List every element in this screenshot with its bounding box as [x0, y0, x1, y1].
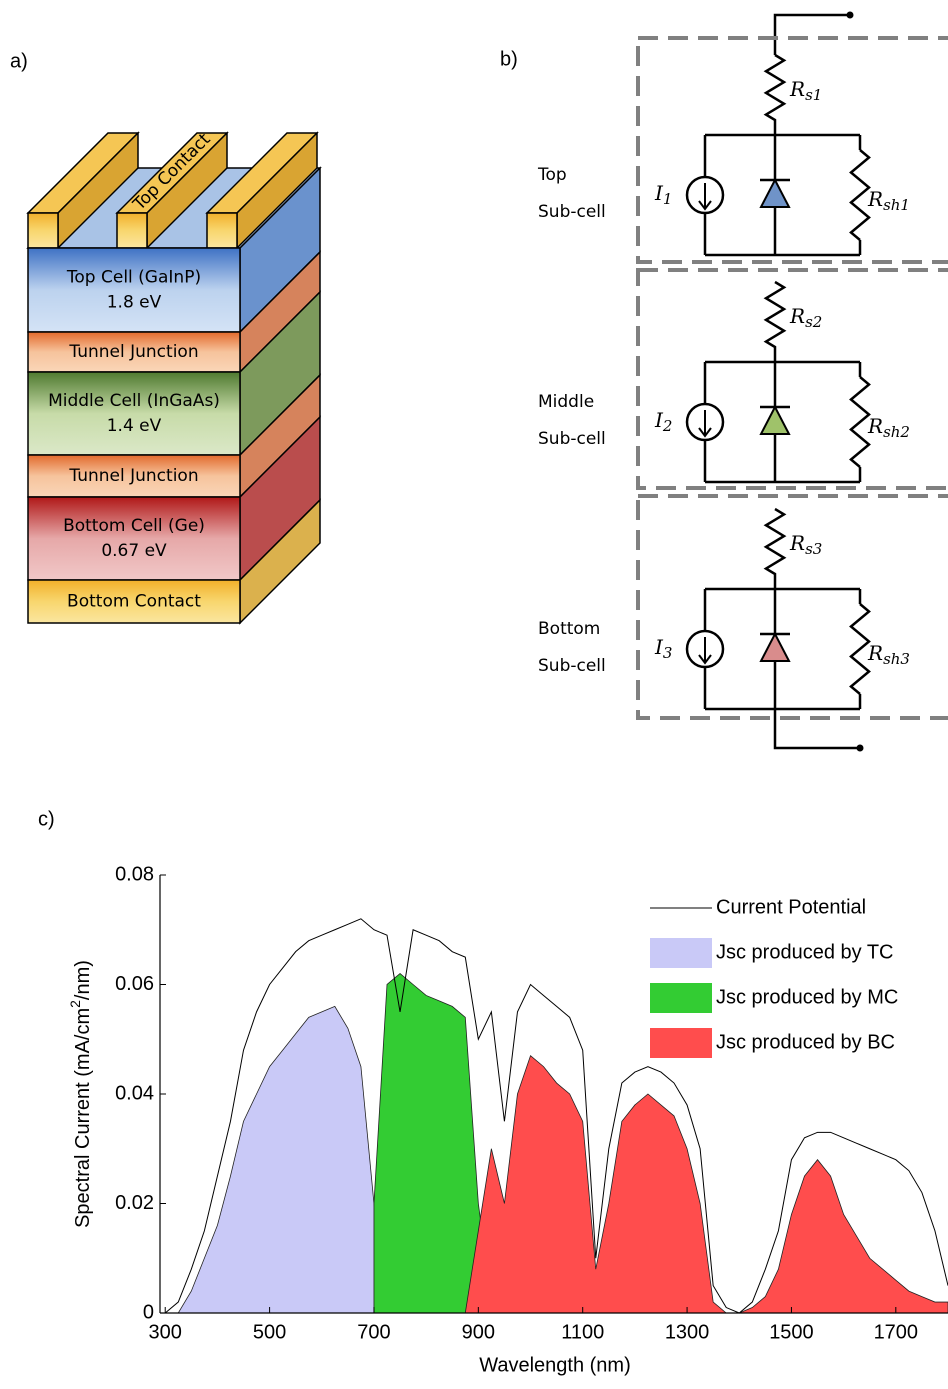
layer-label: Middle Cell (InGaAs): [48, 391, 220, 411]
panel-label: c): [38, 808, 55, 830]
layer-label: 0.67 eV: [101, 541, 167, 561]
symbol-main: R: [867, 187, 883, 211]
figure: a) b) c) Top ContactTop Cell (GaInP)1.8 …: [0, 0, 948, 1389]
symbol-main: R: [789, 531, 805, 555]
symbol: Rsh3: [867, 641, 910, 669]
subcell-name: Sub-cell: [538, 656, 606, 676]
diode: [761, 407, 789, 434]
area: [465, 1056, 948, 1313]
x-tick-label: 1500: [769, 1321, 814, 1343]
y-title-sup: 2: [67, 1000, 83, 1008]
y-tick-label: 0.08: [115, 863, 154, 885]
legend-label: Jsc produced by MC: [716, 986, 898, 1008]
layer-label: Tunnel Junction: [68, 342, 198, 362]
symbol: I1: [654, 181, 672, 209]
subcell-name: Top: [537, 165, 567, 185]
y-tick-label: 0.02: [115, 1192, 154, 1214]
resistor: [851, 604, 869, 694]
y-tick-label: 0.04: [115, 1082, 154, 1104]
symbol-sub: sh2: [883, 423, 910, 441]
panel-label: b): [500, 48, 518, 70]
resistor: [766, 55, 784, 135]
symbol-main: R: [867, 414, 883, 438]
subcell-box: [638, 38, 948, 262]
resistor: [766, 282, 784, 362]
diode: [761, 180, 789, 207]
symbol: I3: [654, 635, 672, 663]
diode: [761, 634, 789, 661]
contact-front: [28, 213, 58, 248]
symbol-main: R: [789, 77, 805, 101]
symbol-main: R: [789, 304, 805, 328]
area: [165, 1006, 387, 1313]
symbol: Rs3: [789, 531, 822, 559]
layer-label: Top Cell (GaInP): [66, 268, 201, 288]
legend-label: Current Potential: [716, 896, 866, 918]
layer-label: 1.4 eV: [107, 416, 162, 436]
symbol: I2: [654, 408, 672, 436]
x-tick-label: 1300: [665, 1321, 710, 1343]
wire: [775, 708, 860, 748]
subcell-name: Sub-cell: [538, 202, 606, 222]
symbol-sub: s1: [805, 86, 822, 104]
symbol-sub: s2: [805, 313, 822, 331]
x-axis-title: Wavelength (nm): [479, 1354, 631, 1376]
x-tick-label: 1700: [874, 1321, 919, 1343]
x-tick-label: 900: [462, 1321, 495, 1343]
contact-front: [207, 213, 237, 248]
terminal: [847, 12, 854, 19]
x-tick-label: 300: [149, 1321, 182, 1343]
subcell-box: [638, 496, 948, 718]
symbol: Rs1: [789, 77, 822, 105]
symbol: Rsh1: [867, 187, 910, 215]
layer-front: [28, 372, 240, 455]
spectrum-chart: 0 0.02 0.04 0.06 0.08 300 500 700 900 1100 1300 150…: [67, 863, 948, 1376]
legend-label: Jsc produced by TC: [716, 941, 894, 963]
layer-front: [28, 248, 240, 332]
symbol: Rsh2: [867, 414, 910, 442]
y-title-part: /nm): [72, 960, 94, 1000]
y-tick-label: 0.06: [115, 973, 154, 995]
panel-label: a): [10, 50, 28, 72]
legend-swatch: [650, 938, 712, 968]
subcell-name: Middle: [538, 392, 594, 412]
symbol: Rs2: [789, 304, 822, 332]
layer-label: 1.8 eV: [107, 293, 162, 313]
legend-swatch: [650, 1028, 712, 1058]
symbol-sub: 2: [662, 417, 673, 435]
layer-label: Bottom Cell (Ge): [63, 516, 205, 536]
layer-label: Bottom Contact: [67, 592, 201, 612]
resistor: [851, 377, 869, 467]
terminal: [857, 745, 864, 752]
symbol-sub: 1: [663, 190, 673, 208]
y-tick-label: 0: [143, 1301, 154, 1323]
circuit: TopSub-cellI1Rs1Rsh1MiddleSub-cellI2Rs2R…: [537, 12, 948, 752]
subcell-name: Sub-cell: [538, 429, 606, 449]
y-axis-title: Spectral Current (mA/cm2/nm): [67, 960, 95, 1228]
x-tick-label: 500: [253, 1321, 286, 1343]
resistor: [766, 509, 784, 589]
symbol-sub: 3: [663, 644, 673, 662]
wire: [775, 15, 850, 55]
symbol-sub: s3: [805, 540, 822, 558]
layer-front: [28, 497, 240, 580]
x-tick-label: 1100: [561, 1321, 604, 1343]
y-title-part: Spectral Current (mA/cm: [72, 1008, 94, 1228]
subcell-name: Bottom: [538, 619, 600, 639]
symbol-sub: sh1: [883, 196, 910, 214]
symbol-sub: sh3: [883, 650, 910, 668]
resistor: [851, 150, 869, 240]
x-tick-label: 700: [357, 1321, 390, 1343]
legend-swatch: [650, 983, 712, 1013]
contact-front: [117, 213, 147, 248]
legend-label: Jsc produced by BC: [716, 1031, 895, 1053]
symbol-main: R: [867, 641, 883, 665]
layer-label: Tunnel Junction: [68, 466, 198, 486]
